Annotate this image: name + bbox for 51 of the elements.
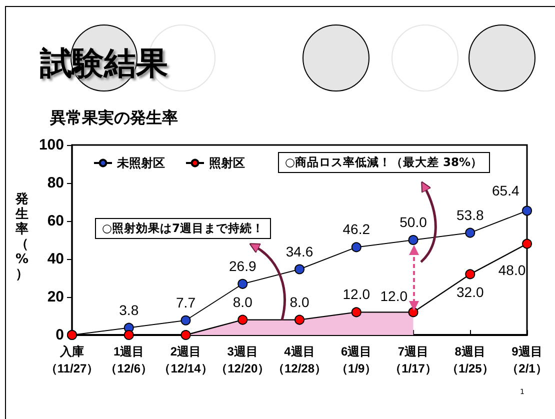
x-tick-label: 8週目（1/25） bbox=[446, 344, 494, 376]
y-tick-label: 40 bbox=[47, 250, 64, 268]
data-label: 8.0 bbox=[232, 294, 253, 310]
data-label: 34.6 bbox=[286, 243, 314, 260]
point bbox=[408, 307, 418, 318]
x-tick-label: 9週目（2/1） bbox=[506, 344, 548, 376]
x-tick-label: 2週目（12/14） bbox=[158, 344, 213, 376]
point bbox=[351, 242, 362, 252]
point bbox=[238, 278, 248, 289]
data-label: 50.0 bbox=[400, 214, 428, 230]
point bbox=[180, 315, 191, 326]
data-label: 7.7 bbox=[176, 294, 196, 310]
point bbox=[294, 314, 304, 325]
legend-label: 未照射区 bbox=[116, 156, 165, 170]
point bbox=[124, 330, 134, 340]
data-label: 48.0 bbox=[498, 262, 526, 278]
point bbox=[465, 269, 476, 280]
x-tick-label: 4週目（12/28） bbox=[272, 344, 327, 376]
point bbox=[351, 307, 362, 318]
data-label: 65.4 bbox=[492, 182, 520, 199]
data-label: 46.2 bbox=[342, 221, 370, 238]
y-tick-label: 60 bbox=[47, 212, 64, 230]
y-tick-label: 0 bbox=[56, 326, 64, 344]
x-tick-label: 6週目（1/9） bbox=[336, 344, 377, 376]
point bbox=[465, 228, 476, 238]
y-tick-label: 100 bbox=[38, 136, 64, 154]
point bbox=[238, 314, 248, 325]
y-axis-title: 発生率（%） bbox=[14, 192, 30, 282]
point bbox=[522, 238, 532, 249]
data-label: 3.8 bbox=[119, 302, 139, 318]
y-tick-label: 80 bbox=[47, 174, 64, 192]
annotation: ○照射効果は7週目まで持続！ bbox=[95, 218, 272, 239]
x-tick-label: 1週目（12/6） bbox=[105, 344, 153, 376]
y-tick-label: 20 bbox=[47, 288, 64, 306]
data-label: 12.0 bbox=[342, 286, 370, 302]
annotation: ○商品ロス率低減！（最大差 38%） bbox=[278, 152, 490, 173]
point bbox=[408, 235, 418, 245]
x-tick-label: 7週目（1/17） bbox=[390, 344, 437, 376]
point bbox=[294, 264, 304, 274]
data-label: 12.0 bbox=[380, 288, 408, 304]
data-label: 26.9 bbox=[229, 258, 256, 274]
legend-label: 照射区 bbox=[209, 156, 245, 170]
data-label: 8.0 bbox=[290, 294, 310, 310]
data-label: 53.8 bbox=[456, 206, 484, 223]
chart-title: 試験結果 bbox=[40, 43, 168, 84]
x-tick-label: 入庫（11/27） bbox=[45, 344, 99, 376]
chart-subtitle: 異常果実の発生率 bbox=[50, 108, 178, 129]
x-tick-label: 3週目（12/20） bbox=[216, 344, 270, 376]
point bbox=[522, 206, 532, 216]
data-label: 32.0 bbox=[456, 284, 484, 300]
point bbox=[180, 330, 191, 340]
